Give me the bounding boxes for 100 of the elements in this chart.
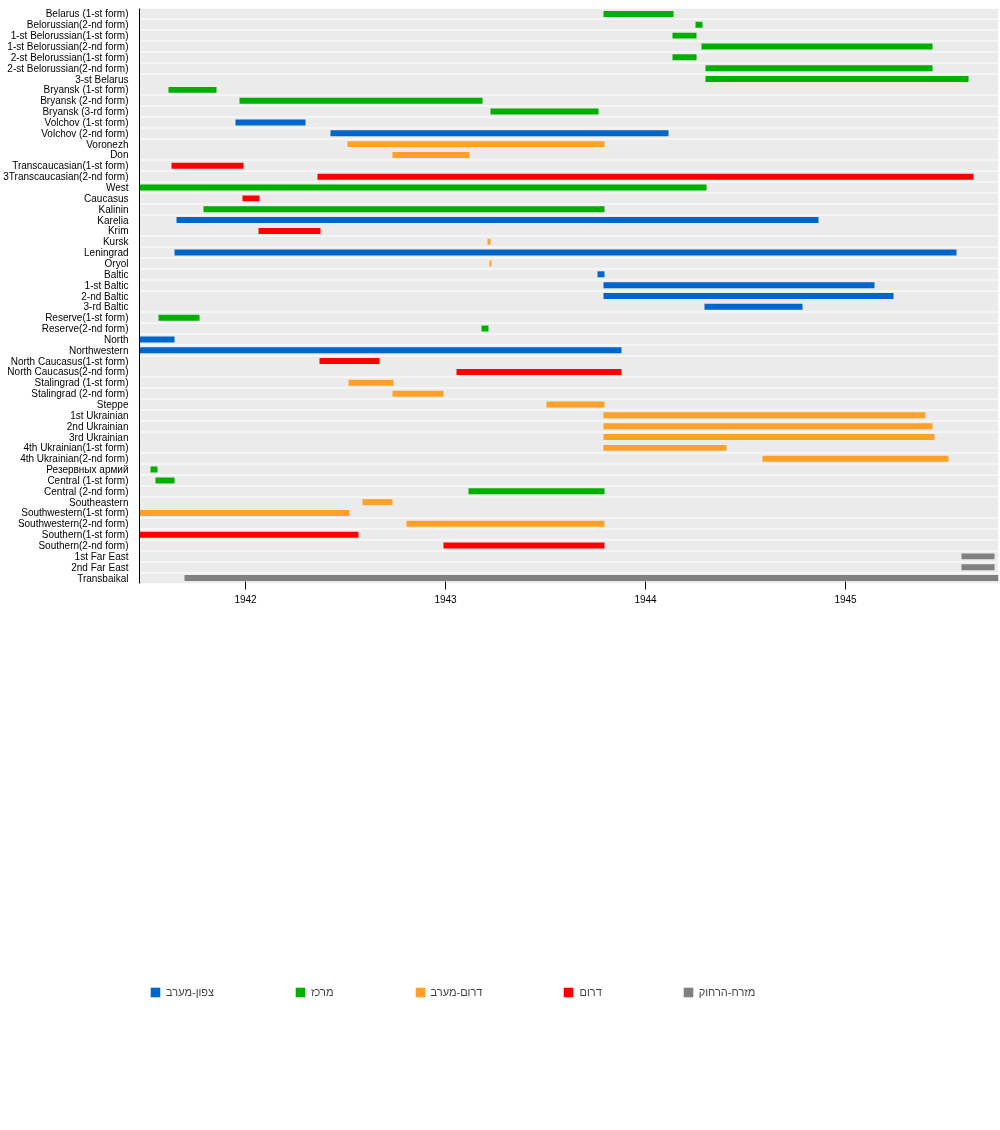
y-tick-label: Bryansk (2-nd form) xyxy=(40,95,129,107)
bar xyxy=(158,314,200,321)
bar xyxy=(603,423,933,430)
bar xyxy=(481,325,489,332)
y-tick-label: Krim xyxy=(107,225,129,237)
bar xyxy=(348,379,394,386)
y-tick-label: 4th Ukrainian(2-nd form) xyxy=(20,453,129,465)
bar xyxy=(762,455,949,462)
bar xyxy=(242,195,260,202)
y-tick-label: Caucasus xyxy=(84,192,129,204)
y-tick-label: Southern(1-st form) xyxy=(41,529,129,541)
legend-label: מרכז xyxy=(311,986,334,998)
bar xyxy=(672,54,697,61)
y-tick-label: Southwestern(2-nd form) xyxy=(17,518,129,530)
bar xyxy=(603,282,875,289)
legend-label: דרום xyxy=(579,986,602,998)
bar xyxy=(168,86,217,93)
y-tick-label: Transbaikal xyxy=(77,572,129,584)
y-tick-label: 2nd Ukrainian xyxy=(66,420,129,432)
bar xyxy=(203,206,605,213)
bar xyxy=(490,108,599,115)
y-tick-label: Central (2-nd form) xyxy=(44,485,129,497)
bar xyxy=(456,368,622,375)
y-tick-label: Transcaucasian(1-st form) xyxy=(12,160,129,172)
bar xyxy=(319,358,380,365)
y-tick-label: Stalingrad (2-nd form) xyxy=(31,388,129,400)
bar xyxy=(235,119,306,126)
bar xyxy=(184,575,999,582)
y-tick-label: 1-st Belorussian(2-nd form) xyxy=(7,40,129,52)
bar xyxy=(392,390,444,397)
bar xyxy=(695,21,703,28)
bar xyxy=(258,227,321,234)
y-tick-label: 2nd Far East xyxy=(71,561,129,573)
y-tick-label: Kursk xyxy=(102,236,130,248)
y-tick-label: 3-rd Baltic xyxy=(83,301,129,313)
y-tick-label: 2-st Belorussian(1-st form) xyxy=(10,51,129,63)
x-tick-label: 1945 xyxy=(834,593,858,605)
bar xyxy=(139,531,359,538)
bar xyxy=(139,510,350,516)
bar xyxy=(489,260,492,267)
y-tick-label: 3rd Ukrainian xyxy=(69,431,129,443)
bar xyxy=(239,97,483,104)
bar xyxy=(672,32,697,39)
y-tick-label: 2-st Belorussian(2-nd form) xyxy=(7,62,129,74)
y-tick-label: Southern(2-nd form) xyxy=(38,540,129,552)
y-tick-label: Central (1-st form) xyxy=(47,474,129,486)
bar xyxy=(487,238,491,245)
y-tick-label: Karelia xyxy=(97,214,129,226)
y-tick-label: 2-nd Baltic xyxy=(81,290,129,302)
x-tick-label: 1944 xyxy=(634,593,658,605)
y-tick-label: 3-st Belarus xyxy=(75,73,129,85)
bar xyxy=(701,43,933,50)
y-tick-label: Belorussian(2-nd form) xyxy=(26,19,129,31)
bar xyxy=(406,520,605,527)
y-tick-label: West xyxy=(105,182,129,194)
bar xyxy=(603,293,894,299)
bar xyxy=(347,141,605,148)
bar xyxy=(705,65,933,72)
y-tick-label: Southeastern xyxy=(69,496,129,508)
y-tick-label: Reserve(1-st form) xyxy=(45,312,129,324)
y-tick-label: Bryansk (3-rd form) xyxy=(42,106,129,118)
bar xyxy=(155,477,175,484)
legend-label: מזרח-הרחוק xyxy=(698,986,756,998)
y-tick-label: Volchov (2-nd form) xyxy=(41,127,129,139)
bar xyxy=(139,336,175,343)
bar xyxy=(705,76,969,82)
y-tick-label: Steppe xyxy=(96,398,129,410)
y-tick-label: 1st Far East xyxy=(74,550,129,562)
legend-label: צפון-מערב xyxy=(166,986,215,998)
bar xyxy=(468,488,605,495)
y-tick-label: Oryol xyxy=(104,257,129,269)
bar xyxy=(597,271,605,278)
y-tick-label: 3Transcaucasian(2-nd form) xyxy=(3,171,129,183)
bar xyxy=(174,249,957,256)
x-tick-label: 1942 xyxy=(234,593,258,605)
y-tick-label: 4th Ukrainian(1-st form) xyxy=(23,442,129,454)
y-tick-label: Reserve(2-nd form) xyxy=(41,323,129,335)
y-tick-label: North xyxy=(104,333,129,345)
y-tick-label: 1-st Belorussian(1-st form) xyxy=(10,30,129,42)
bar xyxy=(171,162,244,169)
x-tick-label: 1943 xyxy=(434,593,458,605)
bar xyxy=(392,151,470,158)
bar xyxy=(603,412,926,419)
y-tick-label: Bryansk (1-st form) xyxy=(43,84,129,96)
bar xyxy=(362,499,393,506)
y-tick-label: Kalinin xyxy=(98,203,129,215)
bar xyxy=(443,542,605,549)
y-tick-label: Резервных армий xyxy=(46,464,129,476)
y-tick-label: Belarus (1-st form) xyxy=(45,8,129,20)
y-tick-label: 1st Ukrainian xyxy=(70,409,129,421)
y-tick-label: North Caucasus(2-nd form) xyxy=(7,366,129,378)
y-tick-label: Northwestern xyxy=(69,344,129,356)
bar xyxy=(961,564,995,571)
bar xyxy=(603,434,935,441)
y-tick-label: Don xyxy=(110,149,129,161)
bar xyxy=(176,217,819,224)
y-tick-label: 1-st Baltic xyxy=(84,279,129,291)
bar xyxy=(317,173,974,180)
bar xyxy=(704,303,803,310)
bar xyxy=(150,466,158,473)
